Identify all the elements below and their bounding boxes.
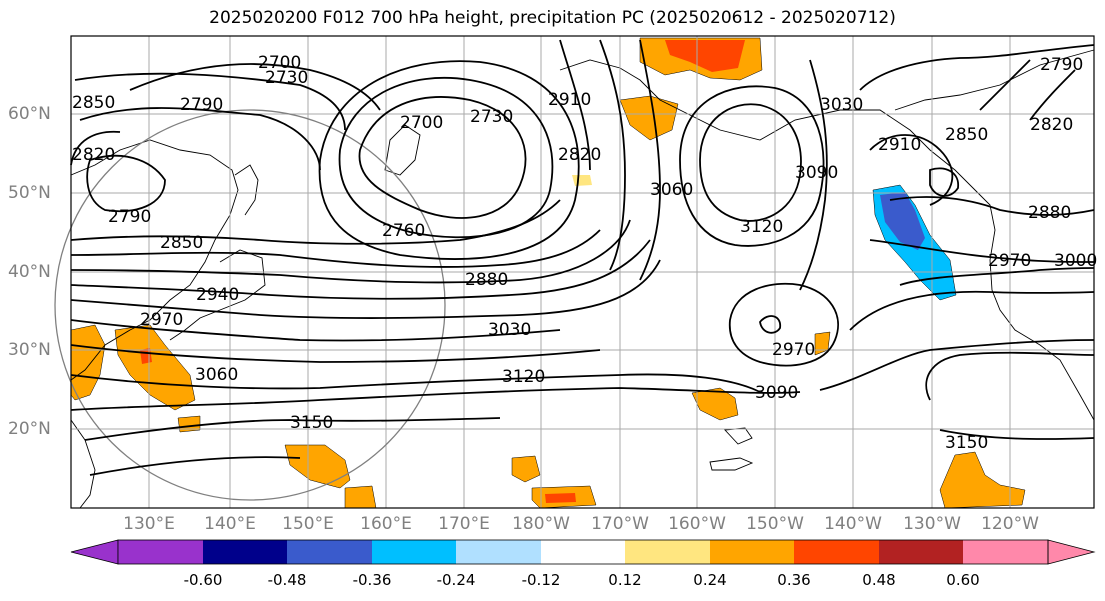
colorbar-bin [372,540,456,564]
contour-label: 2850 [945,125,988,145]
contour-label: 3060 [195,365,238,385]
range-circle [54,109,446,501]
contour-label: 2730 [265,68,308,88]
contour-label: 2970 [988,251,1031,271]
lon-label: 130°E [123,514,175,534]
colorbar-bin [287,540,372,564]
lon-label: 130°W [903,514,961,534]
contour-label: 3150 [290,413,333,433]
contour-label: 3150 [945,433,988,453]
colorbar-tick: 0.12 [608,571,642,589]
contour-label-group: 2700 2730 2790 2850 2820 2790 2850 2940 … [72,53,1097,453]
contour-label: 3090 [795,163,838,183]
contour-label: 3120 [740,217,783,237]
contour-label: 2700 [400,113,443,133]
colorbar-tick: -0.24 [436,571,476,589]
contour-label: 2790 [108,207,151,227]
contour-label: 2970 [772,340,815,360]
colorbar-tick: -0.12 [521,571,561,589]
contour-label: 2880 [465,270,508,290]
colorbar-bin [963,540,1048,564]
colorbar-tick: -0.60 [183,571,223,589]
colorbar-bin [203,540,287,564]
contour-label: 2880 [1028,203,1071,223]
contour-label: 3000 [1054,251,1097,271]
contour-label: 3060 [650,180,693,200]
colorbar-bin [794,540,879,564]
lat-label: 60°N [8,104,51,124]
colorbar-tick: 0.24 [693,571,727,589]
lon-label: 160°E [360,514,412,534]
colorbar-bin [118,540,203,564]
contour-label: 2760 [382,221,425,241]
contour-label: 2970 [140,310,183,330]
lon-label: 120°W [981,514,1039,534]
lon-label: 140°W [824,514,882,534]
contour-label: 3030 [820,95,863,115]
colorbar-bin [879,540,963,564]
precip-positive-shading [70,37,1026,509]
contour-label: 3030 [488,320,531,340]
lon-label: 170°E [438,514,490,534]
lon-label: 150°W [746,514,804,534]
contour-label: 2700 [258,53,301,73]
colorbar-tick: 0.36 [777,571,811,589]
lat-label: 20°N [8,419,51,439]
colorbar-bin [710,540,794,564]
lat-label: 40°N [8,262,51,282]
lat-label: 50°N [8,183,51,203]
colorbar-extend-high [1047,539,1096,565]
contour-label: 3090 [755,383,798,403]
colorbar-bin [625,540,710,564]
contour-label: 2820 [558,145,601,165]
colorbar-bin [456,540,541,564]
chart-title: 2025020200 F012 700 hPa height, precipit… [209,8,896,28]
colorbar-frame [117,539,1049,565]
height-contours [70,39,1095,476]
lon-label: 160°W [668,514,726,534]
contour-label: 2820 [1030,115,1073,135]
colorbar [70,539,1096,565]
map-border [70,35,1095,509]
colorbar-tick: 0.60 [946,571,980,589]
colorbar-tick: 0.48 [862,571,896,589]
colorbar-tick: -0.36 [352,571,392,589]
contour-label: 2910 [878,135,921,155]
lon-label: 140°E [204,514,256,534]
lon-label: 170°W [591,514,649,534]
contour-label: 2730 [470,107,513,127]
contour-label: 2850 [160,233,203,253]
contour-label: 2910 [548,90,591,110]
contour-label: 2850 [72,93,115,113]
contour-label: 2790 [1040,55,1083,75]
contour-label: 2790 [180,95,223,115]
colorbar-tick: -0.48 [267,571,307,589]
lon-label: 150°E [282,514,334,534]
lon-label: 180°W [512,514,570,534]
colorbar-bin [541,540,625,564]
contour-label: 2820 [72,145,115,165]
contour-label: 3120 [502,367,545,387]
lat-label: 30°N [8,340,51,360]
colorbar-extend-low [70,539,119,565]
contour-label: 2940 [196,285,239,305]
